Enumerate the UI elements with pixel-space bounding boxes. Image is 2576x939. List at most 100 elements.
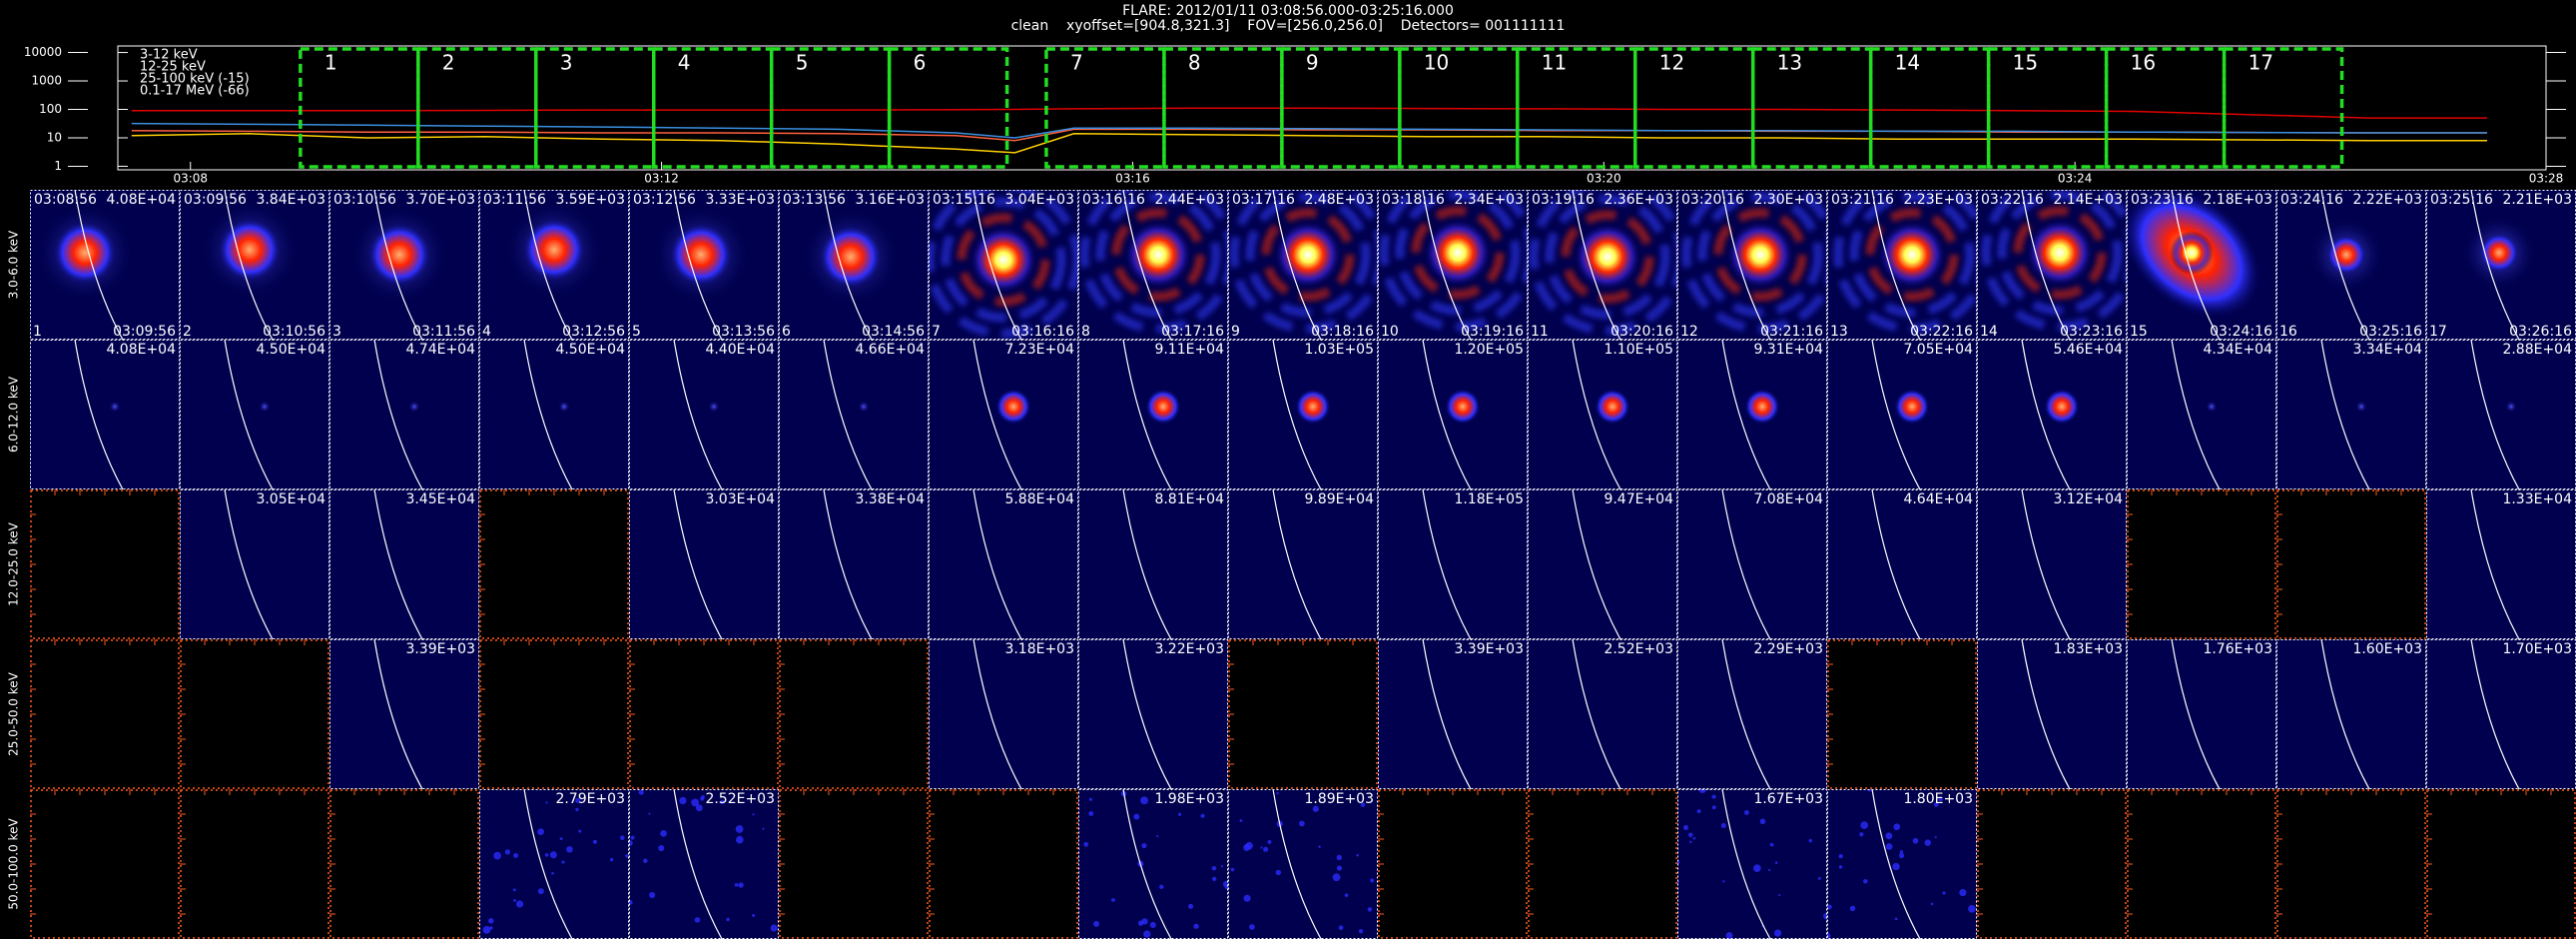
max-label: 7.05E+04	[1903, 342, 1973, 358]
image-cell: 4.64E+04	[1827, 489, 1977, 639]
solar-limb	[673, 190, 723, 340]
cell-border	[1228, 340, 1378, 489]
image-speck	[1698, 789, 1706, 793]
image-speck	[512, 888, 516, 892]
image-speck	[493, 851, 501, 860]
cell-border	[629, 340, 779, 489]
start-time: 03:25:16	[2430, 192, 2493, 208]
image-speck	[1220, 865, 1224, 868]
image-cell	[2276, 789, 2426, 939]
image-speck	[1711, 805, 1716, 810]
image-speck	[1344, 893, 1349, 897]
image-speck	[691, 798, 700, 807]
cell-border	[30, 489, 180, 639]
image-ring	[1079, 190, 1228, 334]
empty-cell	[1228, 639, 1378, 789]
empty-cell	[779, 789, 929, 939]
image-speck	[1360, 802, 1366, 807]
image-speck	[537, 888, 544, 895]
image-speck	[1959, 889, 1967, 897]
cell-border	[2127, 639, 2276, 789]
cell-border	[1378, 789, 1528, 939]
image-bg	[1528, 639, 1677, 789]
image-speck	[726, 917, 730, 922]
x-tick-label: 03:16	[1115, 172, 1150, 186]
max-label: 1.60E+03	[2352, 641, 2422, 657]
start-time: 03:12:56	[633, 192, 696, 208]
y-tick-label: 1000	[31, 74, 62, 88]
image-cell: 3.12E+04	[1977, 489, 2127, 639]
image-bg	[1228, 489, 1378, 639]
row-label: 50.0-100.0 keV	[7, 818, 21, 910]
max-label: 9.11E+04	[1154, 342, 1224, 358]
image-cell: 2.36E+03 03:19:16 03:20:16 11	[1528, 190, 1677, 340]
image-source	[2026, 219, 2094, 287]
image-cell: 3.22E+03	[1078, 639, 1228, 789]
cell-border	[329, 789, 479, 939]
cell-border	[779, 639, 929, 789]
solar-limb	[1422, 639, 1472, 789]
cell-border	[1378, 190, 1528, 340]
image-speck	[694, 917, 701, 923]
image-source	[1274, 221, 1342, 289]
image-cell: 2.23E+03 03:21:16 03:22:16 13	[1827, 190, 1977, 340]
interval-index: 3	[332, 324, 341, 340]
empty-cell	[2276, 789, 2426, 939]
image-bg	[2426, 340, 2576, 489]
image-source	[1124, 221, 1192, 289]
image-speck	[1817, 876, 1821, 880]
cell-border	[1228, 489, 1378, 639]
image-cell: 4.50E+04	[180, 340, 329, 489]
x-tick-label: 03:28	[2529, 172, 2564, 186]
interval-index: 1	[33, 324, 42, 340]
image-speck	[1892, 862, 1900, 871]
image-speck	[513, 899, 516, 902]
row-label: 3.0-6.0 keV	[7, 230, 21, 299]
image-cell	[30, 639, 180, 789]
cell-border	[929, 340, 1078, 489]
solar-limb	[972, 190, 1022, 340]
cell-border	[1977, 789, 2127, 939]
image-speck	[1156, 835, 1159, 838]
end-time: 03:12:56	[562, 324, 625, 340]
image-cell	[30, 489, 180, 639]
image-bg	[2127, 639, 2276, 789]
solar-limb	[1871, 789, 1921, 939]
image-ring	[1411, 206, 1505, 300]
cell-border	[1378, 489, 1528, 639]
empty-cell	[479, 639, 629, 789]
image-speck	[1133, 813, 1140, 820]
max-label: 4.50E+04	[555, 342, 625, 358]
end-time: 03:25:16	[2359, 324, 2422, 340]
cell-border	[1078, 190, 1228, 340]
image-speck	[1367, 907, 1373, 912]
cell-border	[180, 340, 329, 489]
interval-index: 15	[2130, 324, 2148, 340]
image-speck	[1193, 923, 1199, 929]
image-ring	[1111, 208, 1205, 302]
image-bg	[2426, 639, 2576, 789]
max-label: 3.04E+03	[1004, 192, 1074, 208]
image-speck	[1243, 894, 1251, 902]
max-label: 2.44E+03	[1154, 192, 1224, 208]
image-source	[1595, 389, 1630, 425]
cell-border	[479, 340, 629, 489]
interval-index: 12	[1680, 324, 1698, 340]
image-ring	[1833, 190, 1977, 334]
image-cell	[1827, 639, 1977, 789]
solar-limb	[224, 489, 274, 639]
max-label: 2.48E+03	[1304, 192, 1374, 208]
interval-label: 14	[1895, 51, 1920, 75]
solar-limb	[1871, 190, 1921, 340]
image-bg	[779, 340, 929, 489]
image-cell: 2.14E+03 03:22:16 03:23:16 14	[1977, 190, 2127, 340]
image-bg	[779, 489, 929, 639]
image-cell: 1.98E+03	[1078, 789, 1228, 939]
interval-box	[2222, 47, 2344, 169]
max-label: 2.88E+04	[2502, 342, 2572, 358]
image-speck	[1759, 818, 1766, 825]
image-speck	[1149, 921, 1156, 928]
image-speck	[1725, 932, 1733, 939]
image-speck	[630, 835, 635, 840]
